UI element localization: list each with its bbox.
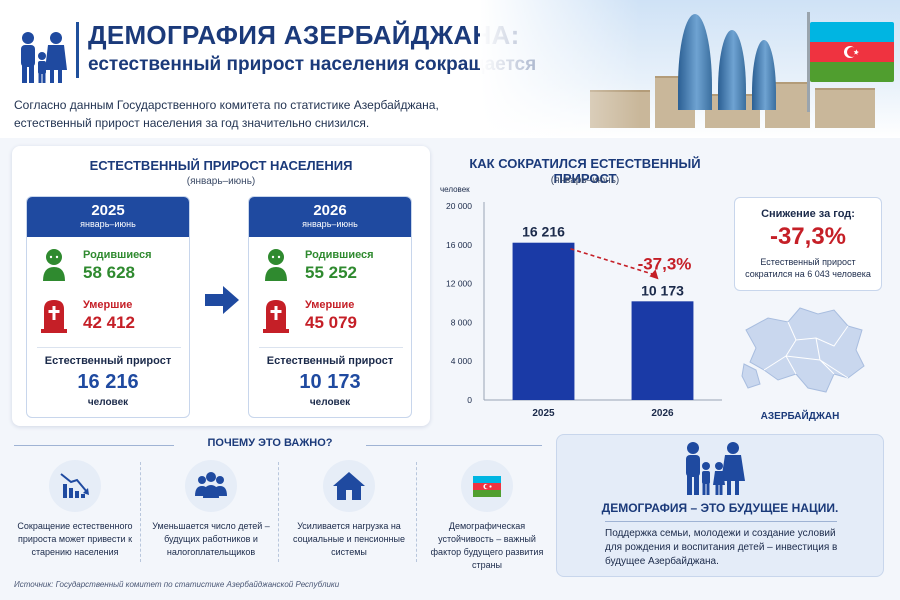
- year-card-header: 2025 январь–июнь: [27, 197, 189, 237]
- azerbaijan-map-icon: [741, 307, 865, 393]
- map-label: АЗЕРБАЙДЖАН: [760, 411, 840, 422]
- births-label: Родившиеся: [305, 249, 374, 261]
- decline-note: Естественный прирост сократился на 6 043…: [745, 257, 871, 279]
- births-row: Родившиеся 58 628: [39, 247, 189, 287]
- deaths-row: Умершие 45 079: [261, 297, 411, 337]
- year-label: 2025: [91, 202, 125, 219]
- header: ДЕМОГРАФИЯ АЗЕРБАЙДЖАНА: естественный пр…: [0, 0, 900, 138]
- why-item-text: Сокращение естественного прироста может …: [17, 521, 133, 557]
- net-growth-label: Естественный прирост: [266, 355, 394, 367]
- gravestone-icon: [263, 300, 289, 333]
- page-title: ДЕМОГРАФИЯ АЗЕРБАЙДЖАНА:: [88, 20, 520, 50]
- why-item-stability: Демографическая устойчивость – важный фа…: [422, 460, 552, 578]
- year-label: 2026: [313, 202, 347, 219]
- future-box: ДЕМОГРАФИЯ – ЭТО БУДУЩЕЕ НАЦИИ. Поддержк…: [556, 434, 884, 577]
- bar-value-label: 16 216: [522, 224, 565, 240]
- bar-value-label: 10 173: [641, 282, 684, 298]
- births-value: 55 252: [305, 263, 357, 282]
- decline-arrow-head: [649, 269, 659, 280]
- people-group-icon: [195, 472, 227, 498]
- y-tick-label: 12 000: [446, 279, 472, 289]
- divider: [259, 347, 403, 348]
- divider: [278, 462, 279, 562]
- panel-subtitle: (январь–июнь): [186, 176, 256, 187]
- period-label: январь–июнь: [80, 219, 136, 229]
- net-growth-value: 16 216: [77, 371, 139, 393]
- decline-annotation: -37,3%: [638, 255, 692, 274]
- azerbaijan-flag-icon: [473, 476, 501, 497]
- baby-icon: [43, 249, 65, 281]
- y-tick-label: 16 000: [446, 240, 472, 250]
- y-axis-label: человек: [440, 185, 470, 194]
- period-label: январь–июнь: [302, 219, 358, 229]
- births-label: Родившиеся: [83, 249, 152, 261]
- future-text: Поддержка семьи, молодежи и создание усл…: [605, 528, 838, 567]
- arrow-right-icon: [205, 286, 239, 314]
- births-row: Родившиеся 55 252: [261, 247, 411, 287]
- intro-text: Согласно данным Государственного комитет…: [14, 98, 439, 130]
- decline-arrow-line: [570, 247, 657, 277]
- y-tick-label: 4 000: [451, 356, 473, 366]
- why-item-workers: Уменьшается число детей – будущих работн…: [146, 460, 276, 578]
- why-section-title: ПОЧЕМУ ЭТО ВАЖНО?: [207, 437, 333, 449]
- births-value: 58 628: [83, 263, 135, 282]
- deaths-value: 45 079: [305, 313, 357, 332]
- bar-2025: [512, 242, 575, 400]
- y-tick-label: 0: [467, 395, 472, 405]
- page-subtitle: естественный прирост населения сокращает…: [88, 54, 537, 75]
- deaths-label: Умершие: [305, 299, 355, 311]
- natural-growth-panel: ЕСТЕСТВЕННЫЙ ПРИРОСТ НАСЕЛЕНИЯ (январь–и…: [12, 146, 430, 426]
- why-item-aging: Сокращение естественного прироста может …: [10, 460, 140, 578]
- family-icon: [21, 32, 67, 83]
- flagpole: [807, 12, 810, 112]
- net-growth-unit: человек: [87, 397, 129, 408]
- future-title: ДЕМОГРАФИЯ – ЭТО БУДУЩЕЕ НАЦИИ.: [601, 501, 839, 515]
- x-tick-label: 2025: [532, 408, 555, 419]
- why-item-text: Демографическая устойчивость – важный фа…: [430, 521, 544, 570]
- source-note: Источник: Государственный комитет по ста…: [14, 580, 340, 589]
- baby-icon: [265, 249, 287, 281]
- year-card-2026: 2026 январь–июнь Родившиеся 55 252 Умерш…: [248, 196, 412, 418]
- azerbaijan-flag-icon: [810, 22, 894, 82]
- family-icon: [686, 442, 745, 495]
- deaths-row: Умершие 42 412: [39, 297, 189, 337]
- x-tick-label: 2026: [651, 408, 674, 419]
- house-icon: [333, 472, 365, 500]
- divider: [14, 445, 174, 446]
- net-growth-label: Естественный прирост: [44, 355, 172, 367]
- why-item-social: Усиливается нагрузка на социальные и пен…: [284, 460, 414, 578]
- year-card-header: 2026 январь–июнь: [249, 197, 411, 237]
- net-growth-unit: человек: [309, 397, 351, 408]
- divider: [416, 462, 417, 562]
- title-accent-bar: [76, 22, 79, 78]
- divider: [605, 521, 837, 522]
- gravestone-icon: [41, 300, 67, 333]
- bar-chart: человек 0 4 000 8 000 12 000 16 000 20 000 16 2…: [440, 185, 722, 419]
- decline-label: Снижение за год:: [761, 208, 855, 220]
- divider: [37, 347, 181, 348]
- divider: [140, 462, 141, 562]
- net-growth-value: 10 173: [299, 371, 361, 393]
- decline-value: -37,3%: [769, 223, 847, 250]
- deaths-value: 42 412: [83, 313, 135, 332]
- y-tick-label: 8 000: [451, 317, 473, 327]
- declining-chart-icon: [60, 473, 89, 498]
- why-item-text: Уменьшается число детей – будущих работн…: [152, 521, 270, 557]
- year-card-2025: 2025 январь–июнь Родившиеся 58 628 Умерш…: [26, 196, 190, 418]
- y-tick-label: 20 000: [446, 201, 472, 211]
- why-item-text: Усиливается нагрузка на социальные и пен…: [292, 521, 405, 557]
- panel-title: ЕСТЕСТВЕННЫЙ ПРИРОСТ НАСЕЛЕНИЯ: [89, 158, 353, 173]
- chart-title: КАК СОКРАТИЛСЯ ЕСТЕСТВЕННЫЙ ПРИРОСТ: [469, 156, 701, 186]
- divider: [366, 445, 542, 446]
- deaths-label: Умершие: [83, 299, 133, 311]
- bar-2026: [631, 301, 694, 400]
- annual-decline-box: Снижение за год: -37,3% Естественный при…: [734, 197, 882, 291]
- chart-subtitle: (январь–июнь): [550, 175, 620, 186]
